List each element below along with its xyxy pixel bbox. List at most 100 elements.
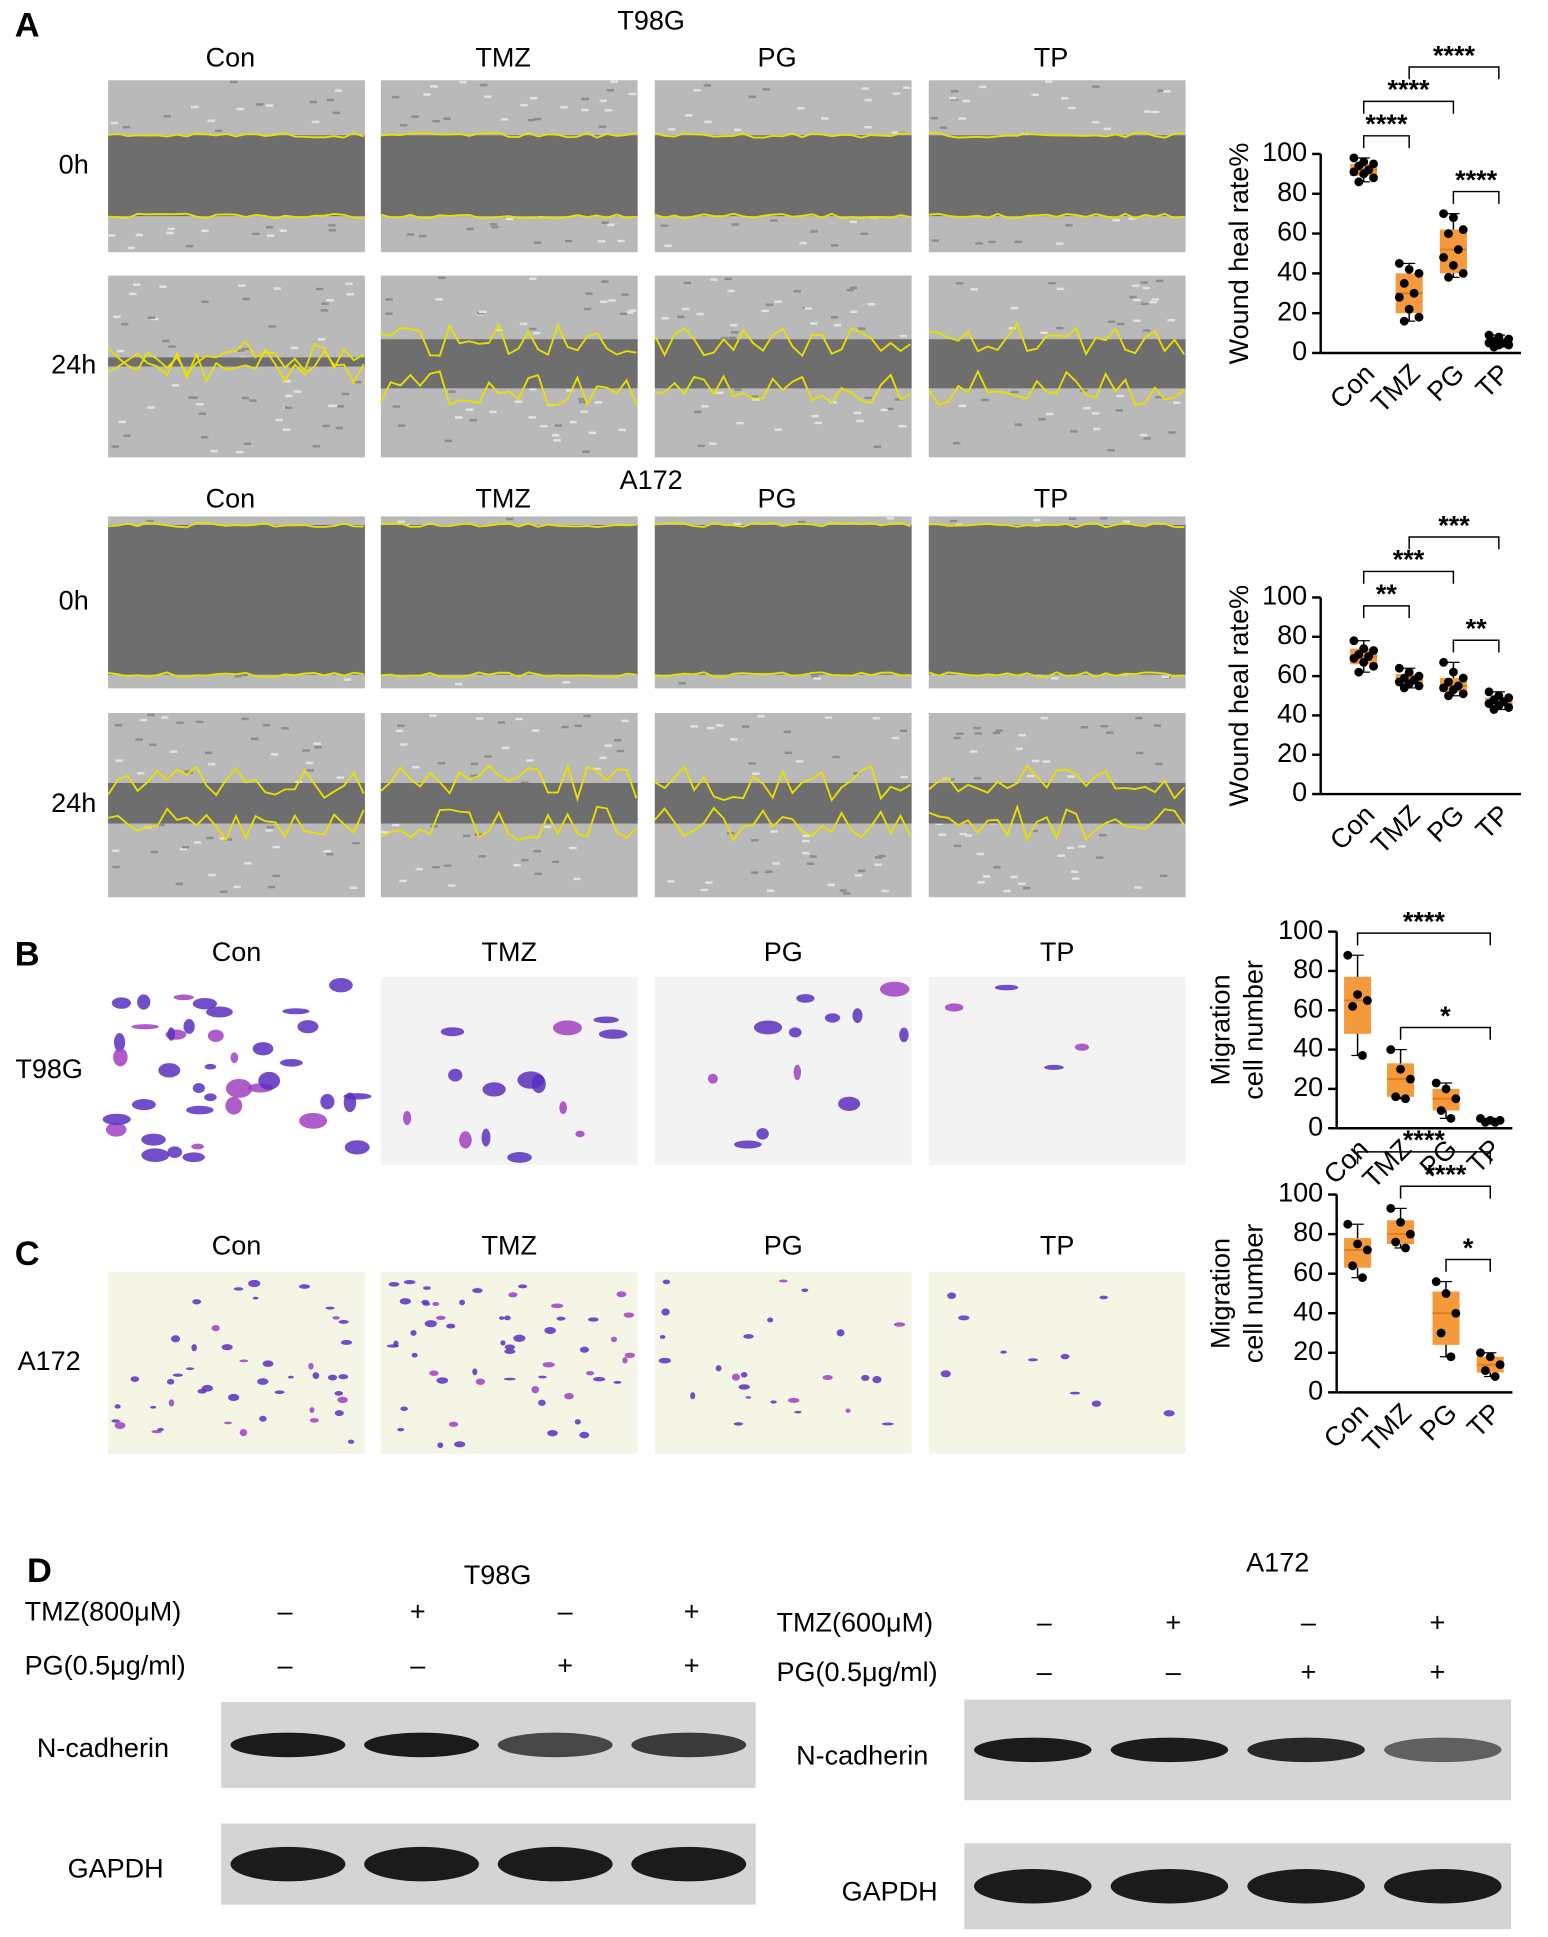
- group-label: Con: [206, 484, 256, 514]
- stained-cell: [715, 1365, 722, 1372]
- cell-texture: [1018, 882, 1026, 885]
- cell-texture: [849, 220, 857, 224]
- cell-texture: [343, 678, 352, 681]
- stained-cell: [1000, 1350, 1007, 1354]
- cell-texture: [553, 439, 561, 442]
- cell-texture: [939, 126, 948, 129]
- blot-band: [631, 1846, 747, 1882]
- cell-texture: [616, 749, 625, 753]
- stained-cell: [252, 1296, 259, 1300]
- cell-texture: [970, 750, 978, 753]
- cell-texture: [266, 825, 275, 829]
- cell-texture: [693, 89, 701, 92]
- stained-cell: [312, 1372, 320, 1380]
- cell-texture: [858, 327, 866, 330]
- cell-texture: [251, 737, 259, 741]
- cell-texture: [418, 234, 427, 238]
- stained-cell: [157, 1428, 164, 1431]
- cell-texture: [930, 116, 938, 120]
- stained-cell: [796, 994, 815, 1003]
- cell-texture: [832, 755, 840, 759]
- data-point: [1405, 1074, 1415, 1084]
- stained-cell: [947, 1292, 957, 1299]
- cell-texture: [783, 730, 791, 734]
- wound-edge: [380, 522, 637, 529]
- cell-texture: [793, 289, 801, 293]
- cell-texture: [765, 870, 773, 873]
- data-point: [1476, 1348, 1485, 1358]
- cell-texture: [1167, 318, 1175, 322]
- stained-cell: [258, 1071, 281, 1090]
- data-point: [1394, 292, 1404, 302]
- x-tick-label: TP: [1461, 1133, 1507, 1179]
- timepoint-label: 24h: [51, 350, 96, 380]
- cell-texture: [478, 310, 487, 314]
- cell-texture: [1010, 875, 1018, 879]
- data-point: [1401, 1243, 1410, 1253]
- cell-texture: [149, 743, 157, 746]
- cell-texture: [1151, 298, 1159, 301]
- cell-texture: [839, 889, 847, 892]
- wound-edge: [107, 347, 365, 385]
- y-axis-label: cell number: [1239, 1224, 1269, 1364]
- cell-texture: [483, 95, 492, 98]
- band-label: N-cadherin: [37, 1733, 169, 1763]
- wound-edge: [108, 521, 364, 529]
- stained-cell: [171, 1335, 181, 1343]
- cell-texture: [1155, 395, 1163, 399]
- cell-texture: [599, 756, 607, 760]
- cell-texture: [733, 522, 741, 526]
- cell-texture: [1070, 430, 1078, 433]
- significance-label: ****: [1365, 109, 1408, 139]
- cell-texture: [554, 424, 563, 427]
- wound-edge: [928, 764, 1186, 800]
- cell-texture: [501, 746, 510, 750]
- cell-texture: [762, 88, 771, 91]
- cell-texture: [179, 847, 188, 851]
- stained-cell: [499, 1316, 505, 1320]
- stained-cell: [872, 1376, 882, 1384]
- stained-cell: [538, 1399, 546, 1406]
- stained-cell: [221, 1344, 233, 1351]
- wound-edge: [654, 521, 911, 528]
- wound-edge: [928, 522, 1185, 529]
- cell-texture: [1092, 427, 1101, 431]
- significance-bracket: [1408, 66, 1500, 80]
- data-point: [1504, 703, 1514, 712]
- cell-texture: [1071, 877, 1080, 880]
- cell-texture: [751, 395, 759, 398]
- cell-texture: [750, 871, 759, 874]
- data-point: [1448, 667, 1458, 677]
- cell-texture: [437, 761, 446, 765]
- cell-texture: [621, 719, 629, 723]
- cell-texture: [993, 865, 1001, 869]
- cell-texture: [309, 100, 317, 104]
- transwell-image: [108, 977, 365, 1166]
- cell-texture: [345, 282, 353, 285]
- blot-band: [364, 1732, 480, 1758]
- data-point: [1436, 1328, 1446, 1338]
- cell-texture: [898, 425, 907, 428]
- treatment-sign: –: [1037, 1608, 1053, 1638]
- stained-cell: [1027, 1358, 1038, 1362]
- cell-texture: [975, 242, 983, 245]
- wound-edge: [928, 321, 1186, 357]
- wound-gap: [654, 339, 912, 389]
- stained-cell: [740, 1372, 748, 1378]
- y-tick-label: 40: [1277, 699, 1307, 729]
- cell-texture: [478, 855, 486, 858]
- stained-cell: [531, 1074, 546, 1094]
- cell-texture: [1100, 725, 1108, 728]
- significance-label: ****: [1388, 75, 1431, 105]
- stained-cell: [940, 1370, 951, 1378]
- data-point: [1504, 340, 1514, 350]
- data-point: [1495, 1360, 1505, 1370]
- cell-texture: [1140, 302, 1149, 306]
- cell-texture: [582, 450, 590, 453]
- stained-cell: [552, 1020, 582, 1036]
- cell-texture: [953, 844, 962, 848]
- cell-texture: [710, 278, 718, 281]
- box: [1395, 674, 1423, 684]
- blot-band: [973, 1737, 1092, 1763]
- stained-cell: [440, 1027, 465, 1037]
